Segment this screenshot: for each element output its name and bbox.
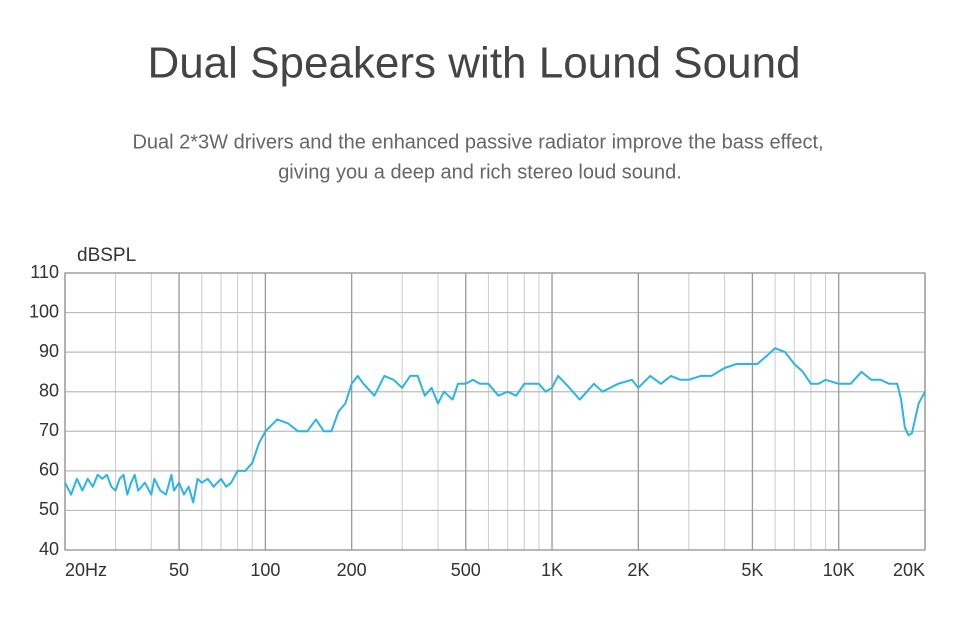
x-tick-label: 200 — [337, 560, 367, 580]
y-tick-label: 110 — [30, 262, 59, 282]
x-tick-label: 1K — [541, 560, 563, 580]
y-axis-label: dBSPL — [77, 245, 136, 266]
x-tick-label: 10K — [823, 560, 855, 580]
y-tick-label: 60 — [39, 460, 59, 480]
y-tick-label: 80 — [39, 380, 59, 400]
y-tick-label: 90 — [39, 341, 59, 361]
x-tick-label: 5K — [741, 560, 763, 580]
y-tick-label: 100 — [29, 301, 59, 321]
x-tick-label: 2K — [627, 560, 649, 580]
y-tick-label: 40 — [39, 539, 59, 559]
subtitle: Dual 2*3W drivers and the enhanced passi… — [132, 131, 823, 153]
x-tick-label: 20K — [893, 560, 925, 580]
title: Dual Speakers with Lound Sound — [147, 39, 800, 88]
x-tick-label: 50 — [169, 560, 189, 580]
x-tick-label: 20Hz — [65, 560, 107, 580]
x-tick-label: 500 — [451, 560, 481, 580]
y-tick-label: 50 — [39, 499, 59, 519]
y-tick-label: 70 — [39, 420, 59, 440]
frequency-response-line — [64, 347, 926, 504]
x-tick-label: 100 — [250, 560, 280, 580]
plot-frame — [64, 272, 926, 551]
subtitle: giving you a deep and rich stereo loud s… — [278, 161, 682, 183]
